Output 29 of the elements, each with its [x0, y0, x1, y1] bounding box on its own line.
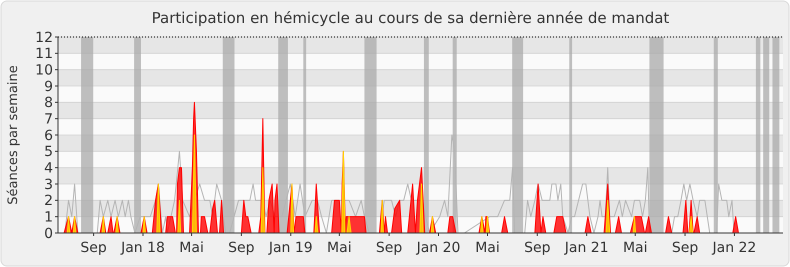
x-tick-label: Mai — [327, 240, 352, 256]
y-tick-label: 5 — [44, 144, 53, 160]
y-tick-label: 11 — [35, 46, 53, 62]
y-tick-label: 4 — [44, 160, 54, 177]
x-tick-label: Sep — [228, 240, 255, 256]
x-tick-label: Jan 22 — [711, 240, 756, 256]
x-tick-label: Sep — [524, 240, 551, 256]
x-tick-label: Mai — [622, 240, 648, 256]
y-tick-label: 3 — [44, 176, 53, 193]
y-axis-title: Séances par semaine — [6, 65, 21, 205]
y-tick-label: 8 — [44, 95, 53, 112]
x-tick-label: Mai — [475, 240, 500, 256]
x-tick-label: Mai — [179, 240, 204, 256]
y-tick-label: 6 — [44, 128, 54, 144]
y-tick-label: 10 — [35, 62, 53, 79]
x-tick-label: Jan 18 — [120, 240, 165, 256]
x-tick-label: Sep — [376, 240, 402, 256]
x-tick-label: Sep — [672, 240, 698, 256]
x-tick-label: Jan 21 — [564, 240, 609, 256]
y-tick-label: 0 — [44, 226, 53, 242]
x-tick-label: Sep — [80, 240, 107, 256]
chart-title: Participation en hémicycle au cours de sa dernière année de mandat — [152, 9, 670, 27]
y-tick-label: 2 — [44, 193, 53, 210]
y-tick-label: 7 — [44, 112, 53, 128]
y-tick-label: 1 — [44, 210, 53, 226]
y-tick-label: 12 — [35, 30, 53, 46]
x-tick-label: Jan 20 — [416, 240, 460, 256]
x-tick-label: Jan 19 — [268, 240, 313, 256]
y-tick-label: 9 — [44, 78, 53, 95]
